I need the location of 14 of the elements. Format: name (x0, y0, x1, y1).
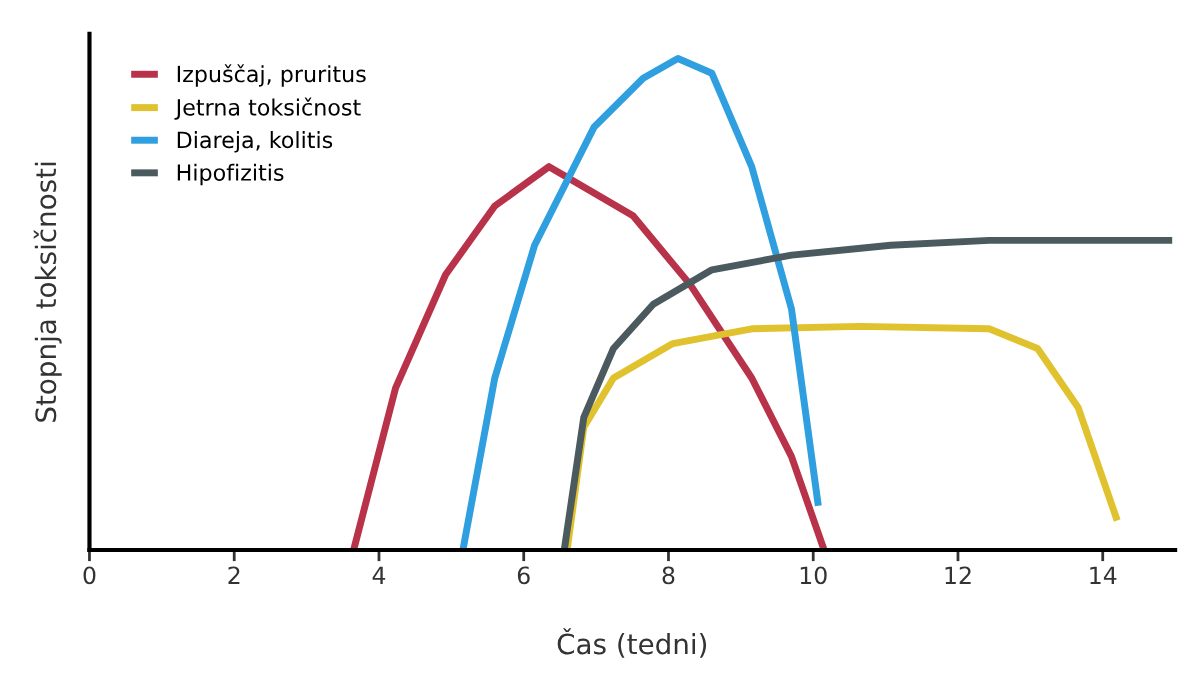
x-tick-label: 2 (228, 566, 240, 584)
legend-label: Izpuščaj, pruritus (177, 64, 366, 87)
x-tick-label: 0 (83, 566, 96, 585)
legend-label: Jetrna toksičnost (174, 97, 361, 120)
x-tick-label: 12 (945, 566, 971, 584)
legend-label: Hipofizitis (177, 163, 284, 186)
x-tick-label: 8 (662, 566, 675, 585)
x-tick-label: 14 (1090, 566, 1117, 584)
x-axis-title: Čas (tedni) (557, 628, 707, 658)
legend-label: Diareja, kolitis (177, 131, 333, 153)
y-axis-title: Stopnja toksičnosti (33, 162, 62, 422)
x-tick-label: 10 (800, 566, 827, 585)
x-tick-label: 6 (517, 566, 530, 585)
x-tick-label: 4 (372, 566, 386, 584)
